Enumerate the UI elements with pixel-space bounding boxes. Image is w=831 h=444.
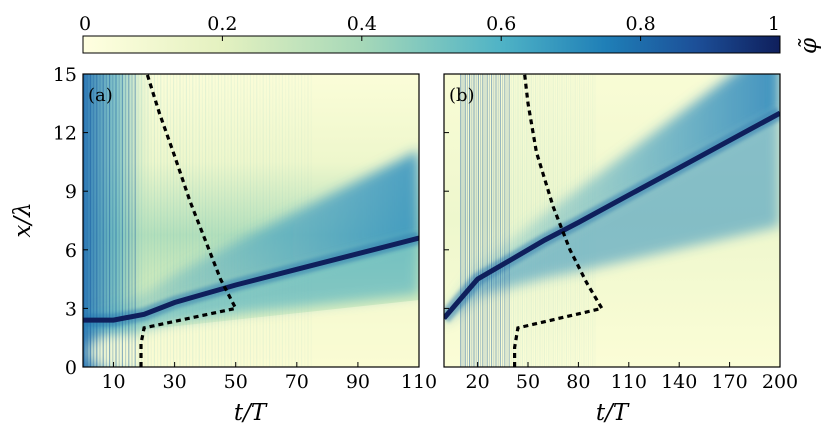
panel-b-heatmap: [444, 74, 780, 367]
x-tick-label: 80: [566, 371, 590, 393]
panel-b-dashed-boundary: [513, 74, 605, 367]
panel-a-ridge: [83, 235, 419, 323]
y-tick-label: 15: [53, 64, 77, 86]
x-tick-label: 170: [711, 371, 747, 393]
x-tick-label: 140: [661, 371, 697, 393]
panel-a: (a) 10 30 50 70 90 110 0 3 6 9 12 15 t/T x/λ: [10, 64, 437, 426]
y-tick-label: 9: [65, 181, 77, 203]
panel-a-dashed-boundary: [139, 74, 239, 367]
panel-b: (b) 20 50 80 110 140 170 200 t/T: [443, 73, 798, 426]
colorbar-label: φ̃: [796, 37, 822, 54]
x-tick-label: 50: [224, 371, 248, 393]
panel-a-xlabel: t/T: [234, 400, 268, 426]
x-tick-label: 200: [762, 371, 798, 393]
x-tick-label: 110: [611, 371, 647, 393]
colorbar-tick-label: 1: [768, 13, 780, 35]
panel-a-axes: 10 30 50 70 90 110 0 3 6 9 12 15: [53, 64, 437, 393]
panel-a-heatmap: [83, 74, 419, 367]
y-tick-label: 0: [65, 357, 77, 379]
panel-a-frame: [82, 73, 420, 368]
colorbar-tick-label: 0.6: [486, 13, 516, 35]
panel-b-axes: 20 50 80 110 140 170 200: [444, 73, 798, 393]
colorbar-gradient: [82, 35, 781, 54]
x-tick-label: 50: [516, 371, 540, 393]
panel-b-ridge: [444, 110, 780, 320]
y-tick-label: 3: [65, 298, 77, 320]
panel-b-frame: [443, 73, 781, 368]
colorbar: 0 0.2 0.4 0.6 0.8 1 φ̃: [79, 13, 822, 54]
x-tick-label: 110: [401, 371, 437, 393]
panel-a-oscillation-stripes: [83, 74, 312, 367]
colorbar-tick-label: 0.2: [207, 13, 237, 35]
x-tick-label: 90: [346, 371, 370, 393]
x-tick-label: 10: [101, 371, 125, 393]
colorbar-tick-label: 0.8: [625, 13, 655, 35]
panel-b-xlabel: t/T: [596, 400, 630, 426]
y-tick-label: 6: [65, 240, 77, 262]
x-tick-label: 30: [163, 371, 187, 393]
x-tick-label: 70: [285, 371, 309, 393]
colorbar-ticks: 0 0.2 0.4 0.6 0.8 1: [79, 13, 781, 41]
x-tick-label: 20: [466, 371, 490, 393]
colorbar-tick-label: 0: [79, 13, 91, 35]
panel-a-tag: (a): [88, 85, 113, 106]
panel-b-tag: (b): [449, 85, 475, 106]
y-tick-label: 12: [53, 123, 77, 145]
colorbar-tick-label: 0.4: [347, 13, 377, 35]
panel-a-ylabel: x/λ: [10, 202, 36, 237]
